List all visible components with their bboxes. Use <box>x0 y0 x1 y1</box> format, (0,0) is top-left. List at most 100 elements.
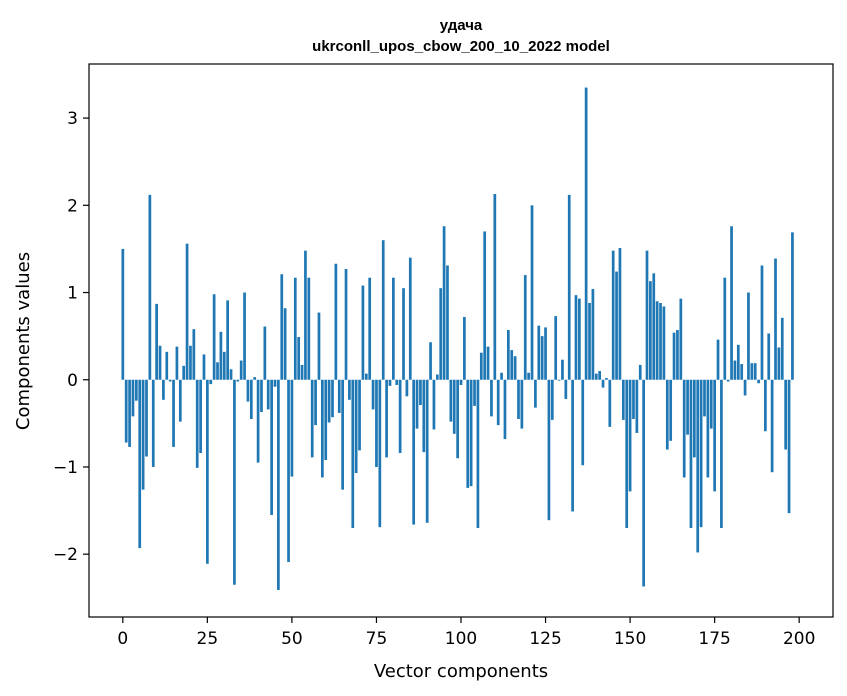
bar <box>138 379 142 549</box>
bar <box>679 298 683 380</box>
bar <box>131 379 135 417</box>
bar <box>334 263 338 380</box>
bar <box>415 379 419 429</box>
bar <box>226 300 230 380</box>
bar <box>791 232 794 380</box>
bar <box>388 379 392 386</box>
bar <box>699 379 703 528</box>
bar <box>716 339 720 380</box>
bar <box>723 277 727 380</box>
bar <box>611 250 615 380</box>
bar <box>655 301 659 380</box>
plot-frame <box>88 63 834 618</box>
bar <box>605 378 608 380</box>
bar <box>584 87 588 380</box>
bar <box>628 379 632 492</box>
x-tick-label: 175 <box>698 629 730 649</box>
bar <box>645 250 649 380</box>
bar <box>121 248 125 380</box>
bars-group <box>121 87 794 590</box>
bar <box>212 294 216 380</box>
bar <box>249 379 253 419</box>
bar <box>760 265 764 380</box>
bar <box>696 379 700 553</box>
bar <box>564 379 568 399</box>
bar <box>635 379 639 433</box>
bar <box>554 316 558 380</box>
bar <box>733 360 737 380</box>
bar <box>314 379 317 426</box>
bar <box>331 379 334 418</box>
bar <box>496 379 500 426</box>
x-tick-label: 25 <box>197 629 219 649</box>
bar <box>608 379 612 427</box>
bar <box>662 306 666 380</box>
bar <box>777 347 781 380</box>
bar <box>199 379 202 454</box>
bar <box>256 379 260 463</box>
bar <box>473 379 476 406</box>
bar <box>236 379 240 382</box>
bar <box>767 333 771 380</box>
bar <box>378 379 382 528</box>
chart-title: удача <box>440 17 483 34</box>
bar <box>459 379 463 385</box>
bar <box>669 379 673 441</box>
bar <box>385 379 388 458</box>
bar <box>371 379 375 410</box>
bar <box>293 277 297 380</box>
bar <box>638 364 642 380</box>
bar <box>148 194 152 380</box>
bar <box>128 379 131 447</box>
bar <box>280 274 284 380</box>
bar <box>168 379 172 382</box>
y-tick-label: −1 <box>53 458 78 478</box>
bar <box>344 268 348 380</box>
bar <box>195 379 199 468</box>
bar <box>652 273 656 380</box>
bar <box>446 265 449 380</box>
bar <box>588 302 591 380</box>
bar <box>432 379 436 430</box>
bar <box>189 345 192 380</box>
bar <box>134 379 138 401</box>
bar <box>162 379 165 400</box>
y-tick-label: 2 <box>67 196 78 216</box>
bar <box>354 379 358 474</box>
bar <box>774 258 777 380</box>
bar <box>537 325 541 380</box>
bar <box>324 379 328 460</box>
bar <box>358 379 361 451</box>
bar <box>709 379 713 429</box>
bar <box>764 379 767 432</box>
bar <box>594 373 598 380</box>
bar <box>686 379 689 435</box>
bar <box>260 379 263 413</box>
bar <box>659 302 662 380</box>
bar <box>361 285 365 380</box>
bar <box>665 379 669 450</box>
bar <box>165 351 169 380</box>
bar <box>229 369 233 380</box>
bar <box>780 317 784 380</box>
bar <box>513 356 517 380</box>
bar <box>736 344 740 380</box>
bar <box>544 327 547 380</box>
bar <box>632 379 635 419</box>
bar <box>222 351 226 380</box>
y-tick-label: 1 <box>67 284 78 304</box>
bar <box>713 379 716 492</box>
bar <box>395 379 399 385</box>
bar <box>158 345 162 380</box>
bar <box>351 379 355 529</box>
bar <box>676 330 679 380</box>
bar <box>233 379 236 585</box>
bar <box>463 316 466 380</box>
bar <box>297 337 301 380</box>
bar <box>510 350 514 380</box>
bar <box>270 379 273 515</box>
bar <box>290 379 294 477</box>
bar <box>405 379 409 397</box>
